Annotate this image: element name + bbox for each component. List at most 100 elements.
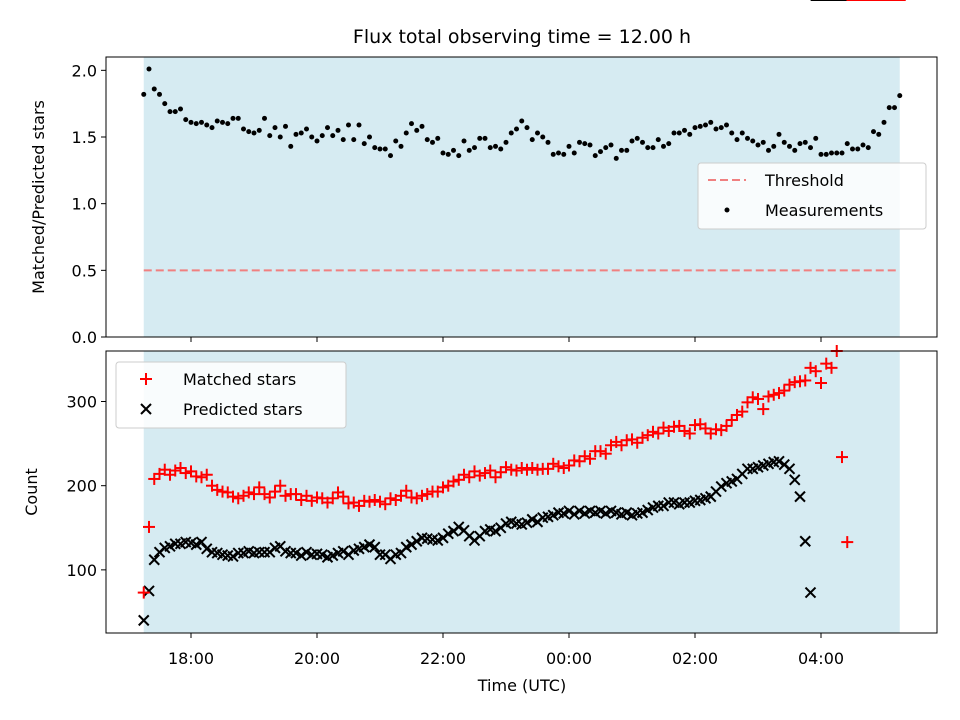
measurement-point	[850, 146, 855, 152]
measurement-point	[277, 134, 283, 140]
bottom-legend-box	[115, 361, 347, 429]
measurement-point	[823, 151, 829, 157]
measurement-point	[214, 118, 220, 124]
predicted-star-point	[804, 586, 817, 599]
measurement-point	[235, 115, 241, 121]
measurement-point	[650, 145, 656, 151]
measurement-point	[162, 101, 168, 107]
predicted-star-point	[295, 549, 307, 562]
bottom-y-axis-label: Count	[22, 468, 41, 516]
matched-star-point	[752, 392, 764, 405]
matched-star-point	[500, 461, 512, 474]
predicted-star-point	[405, 538, 418, 551]
measurement-point	[319, 133, 325, 139]
matched-star-point	[515, 462, 528, 475]
measurement-point	[435, 135, 441, 141]
measurement-point	[193, 121, 199, 127]
predicted-star-point	[715, 480, 727, 493]
predicted-star-point	[652, 500, 664, 512]
matched-star-point	[463, 471, 476, 484]
matched-star-point	[279, 489, 292, 502]
measurement-point	[183, 117, 189, 123]
matched-star-point	[552, 460, 565, 473]
measurement-point	[241, 126, 246, 132]
measurement-point	[703, 122, 708, 128]
measurement-point	[897, 93, 903, 99]
matched-star-point	[762, 390, 775, 403]
matched-star-point	[836, 451, 848, 464]
measurement-point	[246, 129, 252, 135]
matched-star-point	[410, 492, 423, 505]
measurement-point	[262, 115, 267, 121]
measurement-point	[519, 118, 525, 124]
measurement-point	[692, 125, 698, 131]
measurement-point	[613, 155, 619, 161]
legend-measurements-label: Measurements	[765, 201, 883, 220]
measurement-point	[571, 150, 577, 156]
top-legend: Threshold Measurements	[697, 162, 927, 230]
predicted-star-point	[195, 536, 208, 548]
measurement-point	[724, 122, 729, 128]
x-tick-label: 18:00	[168, 649, 214, 668]
matched-star-point	[489, 471, 502, 484]
measurement-point	[451, 147, 456, 153]
matched-star-point	[757, 403, 770, 416]
measurement-point	[640, 139, 645, 145]
measurement-point	[592, 153, 598, 159]
predicted-star-point	[521, 517, 533, 529]
bottom-y-ticks: 100 200 300	[66, 393, 106, 580]
predicted-star-point	[169, 538, 181, 550]
matched-star-point	[374, 495, 386, 508]
measurement-point	[676, 130, 682, 136]
predicted-star-point	[741, 463, 754, 475]
measurement-point	[398, 143, 404, 149]
measurement-point	[844, 141, 850, 147]
measurement-point	[535, 130, 540, 136]
measurement-point	[797, 141, 803, 147]
matched-star-point	[179, 467, 192, 480]
measurement-point	[697, 123, 703, 129]
measurement-point	[409, 121, 414, 127]
measurement-point	[188, 119, 194, 125]
matched-star-point	[699, 422, 712, 435]
measurement-point	[834, 150, 840, 156]
matched-star-point	[363, 495, 376, 508]
matched-star-point	[683, 427, 696, 440]
matched-star-point	[526, 462, 539, 475]
measurement-point	[582, 141, 588, 147]
measurement-point	[393, 138, 399, 144]
measurement-points	[141, 66, 903, 161]
measurement-point	[477, 135, 483, 141]
top-y-tick-label: 2.0	[72, 61, 97, 80]
predicted-star-point	[227, 550, 239, 563]
measurement-point	[172, 109, 178, 115]
matched-star-point	[647, 425, 659, 438]
matched-star-point	[227, 490, 239, 503]
measurement-point	[293, 131, 299, 137]
measurement-point	[540, 134, 546, 140]
matched-star-point	[736, 405, 749, 418]
measurement-point	[356, 122, 362, 128]
predicted-star-point	[369, 541, 381, 553]
measurement-point	[524, 125, 530, 131]
x-axis-label: Time (UTC)	[477, 676, 566, 695]
predicted-star-point	[201, 543, 213, 555]
measurement-point	[718, 125, 724, 131]
matched-star-point	[242, 486, 255, 499]
matched-star-point	[673, 419, 686, 432]
matched-star-point	[825, 361, 838, 374]
measurement-point	[372, 145, 378, 151]
matched-star-point	[841, 536, 854, 549]
predicted-star-point	[337, 545, 349, 558]
measurement-point	[514, 126, 519, 132]
measurement-point	[230, 115, 236, 121]
matched-star-point	[636, 431, 649, 444]
matched-star-point	[337, 490, 350, 503]
matched-star-point	[158, 463, 171, 476]
measurement-point	[645, 145, 651, 151]
top-y-axis-label: Matched/Predicted stars	[29, 100, 48, 294]
matched-star-point	[809, 365, 822, 378]
measurement-point	[151, 86, 157, 92]
predicted-star-point	[657, 500, 670, 512]
